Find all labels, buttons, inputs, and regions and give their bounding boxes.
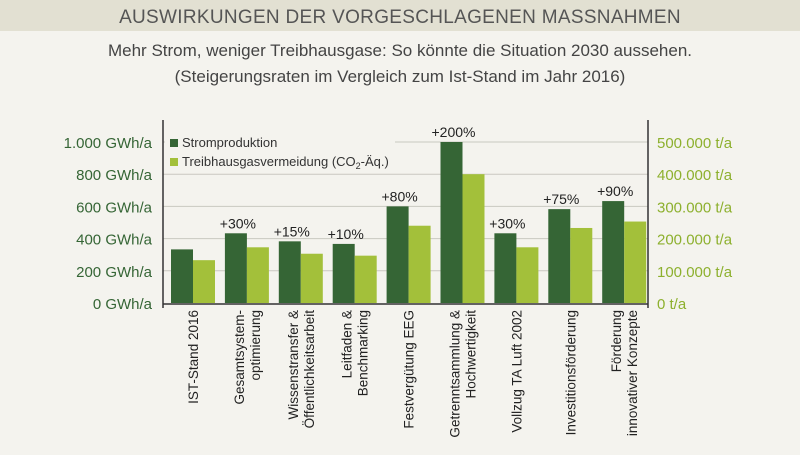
bar-treibhausgasvermeidung	[462, 174, 485, 303]
chart-title: AUSWIRKUNGEN DER VORGESCHLAGENEN MASSNAH…	[119, 7, 681, 28]
legend-label-strom: Stromproduktion	[182, 135, 277, 150]
right-tick-label: 0 t/a	[657, 296, 687, 313]
left-tick-label: 400 GWh/a	[76, 232, 153, 249]
bar-stromproduktion	[278, 241, 301, 303]
x-tick-label: IST-Stand 2016	[186, 310, 201, 404]
x-tick-label: Festvergütung EEG	[402, 310, 417, 429]
bar-stromproduktion	[548, 209, 571, 303]
chart-subtitle-line1: Mehr Strom, weniger Treibhausgase: So kö…	[108, 41, 692, 60]
legend: Stromproduktion Treibhausgasvermeidung (…	[165, 128, 395, 173]
x-tick-label: Benchmarking	[356, 310, 371, 396]
percent-label: +75%	[543, 191, 579, 207]
x-tick-label: Gesamtsystem-	[232, 310, 247, 405]
x-tick-label: optimierung	[248, 310, 263, 381]
percent-label: +200%	[432, 124, 476, 140]
bar-stromproduktion	[332, 243, 355, 303]
bar-treibhausgasvermeidung	[354, 255, 377, 303]
legend-label-thg: Treibhausgasvermeidung (CO2-Äq.)	[182, 154, 389, 171]
chart-subtitle-line2: (Steigerungsraten im Vergleich zum Ist-S…	[175, 67, 626, 86]
bar-treibhausgasvermeidung	[300, 253, 323, 303]
percent-label: +90%	[597, 183, 633, 199]
bar-stromproduktion	[494, 233, 517, 303]
percent-label: +80%	[381, 188, 417, 204]
legend-swatch-thg	[170, 158, 178, 166]
bar-stromproduktion	[602, 201, 625, 303]
bar-stromproduktion	[440, 142, 463, 303]
bar-treibhausgasvermeidung	[193, 260, 215, 303]
right-tick-label: 500.000 t/a	[657, 135, 733, 152]
bar-treibhausgasvermeidung	[516, 247, 539, 303]
left-tick-label: 200 GWh/a	[76, 264, 153, 281]
bar-treibhausgasvermeidung	[624, 221, 647, 303]
x-tick-label: Förderung	[609, 310, 624, 372]
bar-treibhausgasvermeidung	[246, 247, 269, 303]
bar-stromproduktion	[171, 249, 193, 303]
right-tick-label: 300.000 t/a	[657, 199, 733, 216]
right-tick-label: 200.000 t/a	[657, 232, 733, 249]
left-tick-label: 1.000 GWh/a	[64, 135, 153, 152]
left-tick-label: 0 GWh/a	[93, 296, 153, 313]
percent-label: +30%	[220, 215, 256, 231]
bar-treibhausgasvermeidung	[570, 227, 593, 303]
bar-stromproduktion	[224, 233, 247, 303]
percent-label: +30%	[489, 215, 525, 231]
x-tick-label: Getrenntsammlung &	[448, 310, 463, 438]
percent-label: +10%	[328, 226, 364, 242]
x-tick-label: Leitfaden &	[340, 310, 355, 378]
percent-label: +15%	[274, 223, 310, 239]
left-tick-label: 800 GWh/a	[76, 167, 153, 184]
bar-stromproduktion	[386, 206, 409, 303]
x-tick-label: Hochwertigkeit	[464, 310, 479, 399]
bar-treibhausgasvermeidung	[408, 225, 431, 303]
x-tick-label: Investitionsförderung	[563, 310, 578, 435]
x-tick-label: Vollzug TA Luft 2002	[509, 310, 524, 433]
title-band	[0, 0, 800, 31]
x-tick-label: Öffentlichkeitsarbeit	[302, 310, 317, 429]
x-tick-label: Wissenstransfer &	[286, 310, 301, 420]
right-tick-label: 400.000 t/a	[657, 167, 733, 184]
x-tick-label: innovativer Konzepte	[625, 310, 640, 436]
legend-swatch-strom	[170, 139, 178, 147]
left-tick-label: 600 GWh/a	[76, 199, 153, 216]
right-tick-label: 100.000 t/a	[657, 264, 733, 281]
